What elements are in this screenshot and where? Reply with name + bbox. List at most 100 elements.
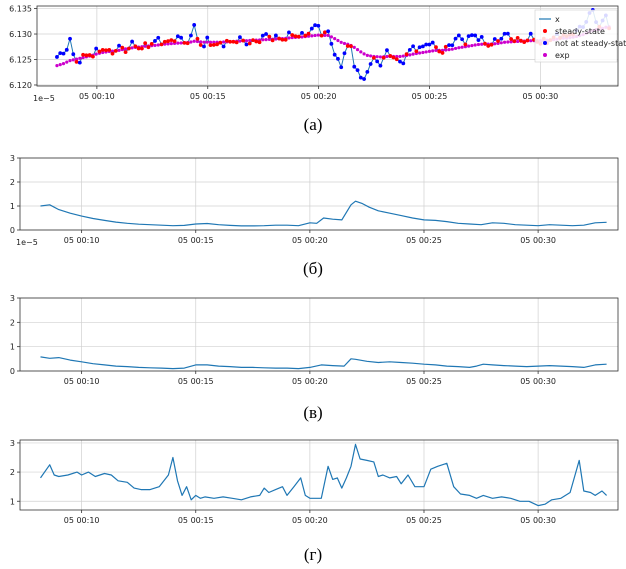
not-steady-state-point xyxy=(77,60,82,65)
not-steady-state-point xyxy=(401,61,406,66)
x-tick-label: 05 00:25 xyxy=(406,516,442,525)
x-tick-label: 05 00:15 xyxy=(190,92,226,101)
not-steady-state-point xyxy=(55,55,59,59)
exp-point xyxy=(378,55,383,59)
steady-state-point xyxy=(267,34,272,39)
exp-point xyxy=(287,36,291,40)
x-tick-label: 05 00:30 xyxy=(522,92,558,101)
steady-state-point xyxy=(218,40,223,45)
not-steady-state-point xyxy=(61,51,66,56)
series-line xyxy=(40,356,607,370)
axis-scale-label: 1e−5 xyxy=(16,238,38,247)
steady-state-point xyxy=(198,43,203,47)
exp-point xyxy=(401,54,405,58)
not-steady-state-point xyxy=(492,37,497,41)
steady-state-point xyxy=(169,38,174,43)
exp-point xyxy=(244,39,249,43)
steady-state-point xyxy=(496,39,500,43)
plot-frame xyxy=(19,297,619,372)
not-steady-state-point xyxy=(264,32,268,36)
exp-point xyxy=(502,40,507,44)
x-tick-label: 05 00:30 xyxy=(520,377,556,386)
y-tick-label: 1 xyxy=(10,497,15,506)
not-steady-state-point xyxy=(505,31,510,36)
exp-point xyxy=(460,45,464,49)
not-steady-state-point xyxy=(447,43,451,48)
series-line xyxy=(40,200,607,227)
not-steady-state-point xyxy=(339,65,344,70)
panel-a: 6.120 6.125 6.130 6.135 05 00:10 05 00:15 05 0… xyxy=(9,5,626,103)
steady-state-point xyxy=(293,34,298,39)
not-steady-state-point xyxy=(244,42,249,47)
exp-point xyxy=(476,42,481,47)
x-tick-label: 05 00:10 xyxy=(79,92,115,101)
steady-state-point xyxy=(123,50,128,55)
plot-frame xyxy=(36,5,619,87)
not-steady-state-point xyxy=(358,75,363,80)
not-steady-state-point xyxy=(71,52,76,57)
not-steady-state-point xyxy=(352,64,357,69)
not-steady-state-point xyxy=(130,39,135,44)
caption-b: (б) xyxy=(303,259,323,278)
exp-point xyxy=(123,47,128,51)
exp-point xyxy=(68,59,72,63)
steady-state-point xyxy=(443,44,448,49)
x-tick-label: 05 00:15 xyxy=(178,377,214,386)
exp-point xyxy=(395,54,399,59)
axis-scale-label: 1e−5 xyxy=(33,94,55,103)
exp-point xyxy=(202,40,206,44)
exp-point xyxy=(78,56,82,60)
not-steady-state-point xyxy=(202,44,206,49)
not-steady-state-point xyxy=(309,26,314,31)
x-tick-label: 05 00:25 xyxy=(406,236,442,245)
steady-state-point xyxy=(437,49,442,54)
exp-point xyxy=(408,53,412,57)
exp-point xyxy=(143,44,147,48)
exp-point xyxy=(248,38,252,43)
steady-state-point xyxy=(195,36,200,41)
not-steady-state-point xyxy=(499,36,504,41)
exp-point xyxy=(267,37,271,42)
exp-point xyxy=(166,42,170,46)
exp-point xyxy=(434,48,438,52)
y-tick-label: 6.125 xyxy=(9,56,32,65)
steady-state-point xyxy=(126,46,131,51)
exp-point xyxy=(359,50,363,54)
not-steady-state-point xyxy=(378,63,383,68)
steady-state-point xyxy=(247,41,252,46)
y-tick-label: 6.120 xyxy=(9,81,32,90)
not-steady-state-point xyxy=(156,35,161,40)
not-steady-state-point xyxy=(470,33,474,38)
not-steady-state-point xyxy=(189,33,193,38)
steady-state-point xyxy=(146,45,151,50)
exp-point xyxy=(329,35,334,39)
not-steady-state-point xyxy=(479,35,484,39)
not-steady-state-point xyxy=(153,39,157,43)
not-steady-state-point xyxy=(398,59,402,64)
y-tick-label: 6.135 xyxy=(9,5,32,14)
exp-point xyxy=(493,42,497,46)
not-steady-state-point xyxy=(375,59,380,64)
series-line xyxy=(40,443,608,507)
exp-point xyxy=(117,48,121,52)
steady-state-point xyxy=(296,34,301,39)
not-steady-state-point xyxy=(313,23,317,28)
exp-point xyxy=(261,38,265,42)
caption-v: (в) xyxy=(303,403,322,422)
y-tick-label: 2 xyxy=(10,178,15,187)
exp-point xyxy=(326,33,330,37)
steady-state-point xyxy=(215,42,219,47)
steady-state-point xyxy=(270,38,275,43)
legend-box xyxy=(534,9,618,63)
steady-state-point xyxy=(90,54,95,59)
exp-point xyxy=(192,39,196,43)
steady-state-point xyxy=(87,53,92,57)
exp-point xyxy=(205,40,209,44)
steady-state-point xyxy=(74,60,79,64)
steady-state-point xyxy=(254,39,259,44)
not-steady-state-point xyxy=(300,31,304,35)
not-steady-state-point xyxy=(424,42,429,47)
steady-state-point xyxy=(185,41,190,46)
steady-state-point xyxy=(509,37,514,41)
steady-state-point xyxy=(166,39,170,44)
